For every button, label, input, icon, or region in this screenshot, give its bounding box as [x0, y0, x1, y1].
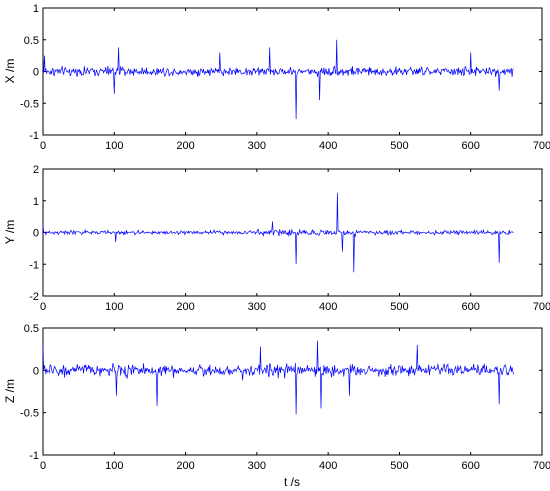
z-displacement-panel: 0 100 200 300 400 500 600 700 -1 -0.5 0 0.5 Z /m t … — [3, 323, 550, 489]
x-tick-label: 600 — [462, 140, 480, 152]
x-tick-label: 400 — [319, 301, 337, 313]
y-signal-line — [42, 192, 514, 273]
x-tick-label: 0 — [40, 301, 46, 313]
y-displacement-panel: 0 100 200 300 400 500 600 700 -2 -1 0 1 2 Y /m — [3, 164, 550, 313]
x-tick-label: 700 — [533, 460, 550, 472]
x-tick-label: 100 — [105, 460, 123, 472]
x-tick-label: 200 — [176, 140, 194, 152]
y-tick-label: 0.5 — [24, 35, 39, 47]
y-tick-label: -1 — [29, 130, 39, 142]
y-tick-label: -1 — [29, 450, 39, 462]
y-tick-label: 0 — [33, 228, 39, 240]
x-tick-label: 700 — [533, 301, 550, 313]
plot-area-frame — [42, 7, 543, 136]
x-tick-label: 500 — [390, 301, 408, 313]
x-tick-label: 300 — [248, 460, 266, 472]
y-tick-label: -0.5 — [20, 98, 39, 110]
y-axis-label: Y /m — [3, 220, 17, 244]
x-tick-label: 100 — [105, 301, 123, 313]
x-tick-label: 600 — [462, 460, 480, 472]
x-tick-label: 500 — [390, 460, 408, 472]
x-tick-label: 300 — [248, 140, 266, 152]
plot-area-frame — [42, 327, 543, 456]
y-tick-label: 2 — [33, 164, 39, 176]
x-tick-label: 400 — [319, 140, 337, 152]
y-tick-label: 1 — [33, 3, 39, 15]
y-tick-label: -0.5 — [20, 408, 39, 420]
y-tick-label: 0 — [33, 67, 39, 79]
x-tick-label: 600 — [462, 301, 480, 313]
ticks-group: 0 100 200 300 400 500 600 700 -2 -1 0 1 2 — [29, 164, 550, 313]
y-tick-label: -2 — [29, 291, 39, 303]
y-tick-label: 1 — [33, 196, 39, 208]
ticks-group: 0 100 200 300 400 500 600 700 -1 -0.5 0 0.5 1 — [20, 3, 550, 152]
x-tick-label: 0 — [40, 460, 46, 472]
x-tick-label: 200 — [176, 301, 194, 313]
y-tick-label: 0 — [33, 365, 39, 377]
x-displacement-panel: 0 100 200 300 400 500 600 700 -1 -0.5 0 0.5 1 X /m — [3, 3, 550, 152]
y-axis-label: Z /m — [3, 379, 17, 403]
x-tick-label: 500 — [390, 140, 408, 152]
y-tick-label: 0.5 — [24, 323, 39, 335]
x-tick-label: 700 — [533, 140, 550, 152]
x-tick-label: 400 — [319, 460, 337, 472]
y-axis-label: X /m — [3, 59, 17, 84]
y-tick-label: -1 — [29, 259, 39, 271]
x-axis-label: t /s — [284, 475, 300, 489]
x-tick-label: 300 — [248, 301, 266, 313]
x-tick-label: 100 — [105, 140, 123, 152]
x-tick-label: 200 — [176, 460, 194, 472]
x-signal-line — [42, 39, 514, 120]
x-tick-label: 0 — [40, 140, 46, 152]
z-signal-line — [42, 340, 514, 415]
